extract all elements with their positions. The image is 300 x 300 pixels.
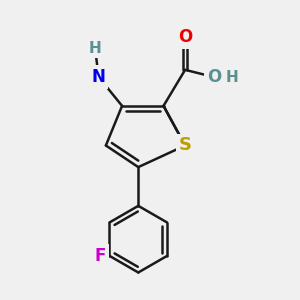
- Text: N: N: [92, 68, 106, 86]
- Text: S: S: [178, 136, 192, 154]
- Text: O: O: [178, 28, 192, 46]
- Text: O: O: [207, 68, 221, 86]
- Text: F: F: [94, 247, 106, 265]
- Text: H: H: [226, 70, 238, 85]
- Text: H: H: [89, 41, 101, 56]
